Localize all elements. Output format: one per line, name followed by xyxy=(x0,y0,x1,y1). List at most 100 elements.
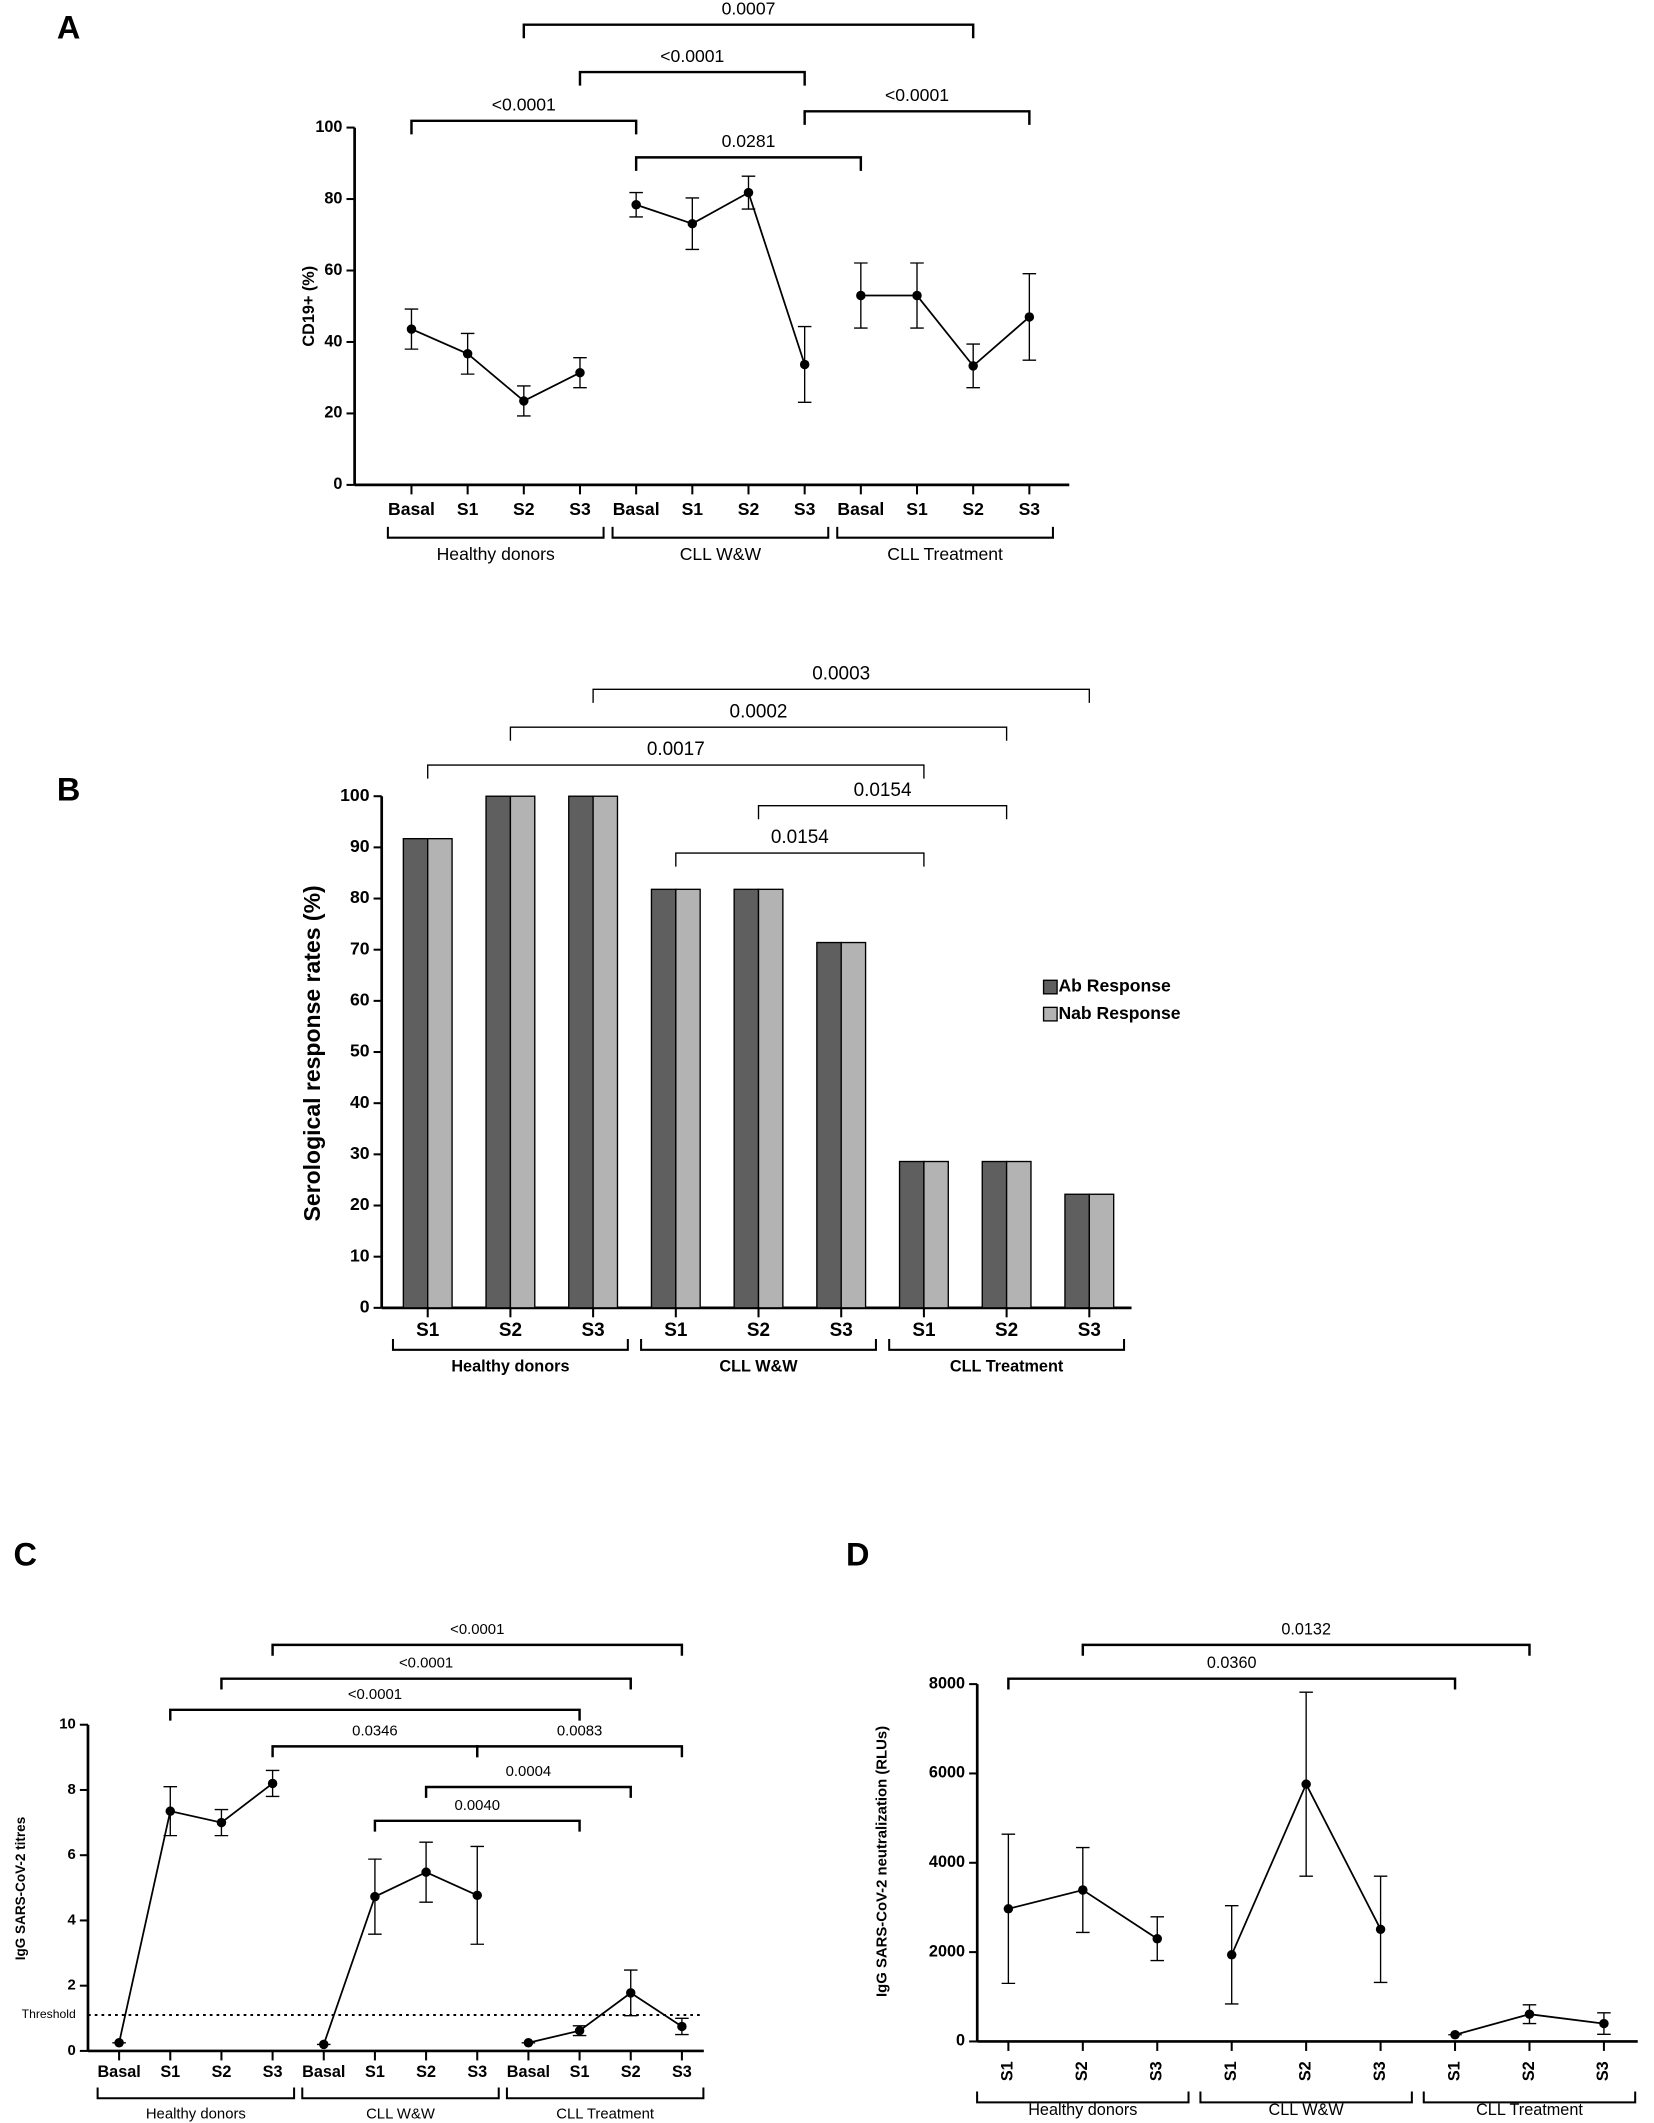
group-label: CLL Treatment xyxy=(556,2106,655,2122)
y-tick-label: 100 xyxy=(315,118,342,136)
x-tick-label: S3 xyxy=(1148,2061,1166,2081)
group-label: Healthy donors xyxy=(146,2106,246,2122)
p-value: <0.0001 xyxy=(348,1687,402,1703)
point xyxy=(165,1806,176,1816)
bar xyxy=(816,941,842,1309)
point xyxy=(1003,1904,1014,1914)
group-label: Healthy donors xyxy=(1028,2101,1137,2119)
bar xyxy=(427,837,453,1309)
group-bracket xyxy=(505,2087,705,2100)
x-tick-label: S2 xyxy=(621,2063,641,2081)
point xyxy=(968,361,978,371)
x-tick-label: S3 xyxy=(1019,499,1041,519)
p-value: 0.0040 xyxy=(455,1798,501,1814)
y-tick-label: 60 xyxy=(350,990,370,1010)
group-bracket xyxy=(640,1338,877,1351)
bar xyxy=(402,837,429,1309)
significance-bracket xyxy=(522,23,975,39)
point xyxy=(114,2038,124,2048)
p-value: 0.0281 xyxy=(722,131,776,151)
line xyxy=(118,1782,274,2043)
y-tick-label: 20 xyxy=(350,1194,370,1214)
x-tick-label: S2 xyxy=(212,2063,232,2081)
y-tick-label: 2 xyxy=(68,1978,76,1994)
x-tick-label: S3 xyxy=(569,499,591,519)
point xyxy=(216,1817,227,1828)
x-tick-label: S3 xyxy=(263,2063,283,2081)
point xyxy=(1301,1779,1311,1789)
x-tick-label: Basal xyxy=(302,2063,345,2081)
group-bracket xyxy=(391,1338,629,1351)
point xyxy=(1152,1933,1162,1944)
significance-bracket xyxy=(271,1745,479,1758)
significance-bracket xyxy=(1007,1677,1457,1690)
point xyxy=(574,2025,585,2036)
bar xyxy=(733,888,760,1309)
bar xyxy=(650,888,677,1309)
y-tick-label: 90 xyxy=(350,836,370,856)
group-label: CLL W&W xyxy=(1269,2101,1345,2119)
point xyxy=(799,359,810,370)
point xyxy=(912,290,922,301)
y-tick-label: 10 xyxy=(59,1717,76,1733)
group-bracket xyxy=(301,2087,500,2100)
point xyxy=(575,367,585,378)
legend-label: Ab Response xyxy=(1058,976,1171,996)
line xyxy=(411,328,581,402)
panel-letter: B xyxy=(57,772,80,808)
p-value: <0.0001 xyxy=(399,1656,453,1672)
x-tick-label: S1 xyxy=(416,1320,439,1341)
y-tick-label: 80 xyxy=(324,189,342,207)
x-tick-label: S3 xyxy=(1594,2061,1612,2081)
significance-bracket xyxy=(592,688,1090,703)
y-tick-label: 8000 xyxy=(929,1674,965,1692)
significance-bracket xyxy=(169,1708,581,1721)
line xyxy=(860,294,1030,368)
group-bracket xyxy=(1199,2091,1413,2104)
legend-swatch xyxy=(1042,1006,1058,1022)
x-tick-label: S2 xyxy=(747,1320,770,1341)
point xyxy=(523,2038,534,2048)
point xyxy=(421,1867,431,1877)
x-tick-label: S3 xyxy=(1078,1320,1101,1341)
y-tick-label: 4 xyxy=(68,1912,77,1928)
x-tick-label: S1 xyxy=(999,2061,1017,2081)
p-value: <0.0001 xyxy=(660,46,724,66)
group-bracket xyxy=(888,1338,1126,1351)
y-tick-label: 70 xyxy=(350,938,370,958)
panel-letter: D xyxy=(846,1536,869,1572)
group-label: CLL Treatment xyxy=(950,1358,1064,1376)
group-label: Healthy donors xyxy=(451,1358,569,1376)
p-value: 0.0004 xyxy=(506,1764,551,1780)
point xyxy=(1599,2018,1609,2029)
y-tick-label: 6000 xyxy=(929,1764,965,1782)
bar xyxy=(1005,1160,1032,1309)
bar xyxy=(509,795,536,1309)
bar xyxy=(1088,1193,1115,1309)
x-tick-label: S1 xyxy=(1222,2061,1240,2081)
y-tick-label: 6 xyxy=(68,1847,76,1863)
panel-letter: A xyxy=(57,10,80,46)
group-label: CLL W&W xyxy=(680,544,762,564)
x-tick-label: Basal xyxy=(507,2063,550,2081)
p-value: 0.0002 xyxy=(730,701,788,722)
panel-letter: C xyxy=(14,1536,37,1572)
point xyxy=(1226,1950,1237,1960)
x-tick-label: S1 xyxy=(570,2063,590,2081)
x-tick-label: S2 xyxy=(738,499,760,519)
y-tick-label: 50 xyxy=(350,1041,370,1061)
p-value: 0.0154 xyxy=(854,780,912,801)
significance-bracket xyxy=(220,1677,632,1690)
x-tick-label: S2 xyxy=(995,1320,1018,1341)
x-tick-label: Basal xyxy=(837,499,884,519)
point xyxy=(1524,2009,1535,2019)
x-tick-label: S2 xyxy=(513,499,535,519)
y-axis-label: IgG SARS-CoV-2 titres xyxy=(13,1817,28,1960)
group-label: Healthy donors xyxy=(437,544,555,564)
significance-bracket xyxy=(757,805,1008,820)
legend-label: Nab Response xyxy=(1058,1003,1180,1023)
p-value: 0.0346 xyxy=(352,1723,398,1739)
significance-bracket xyxy=(634,156,863,171)
x-tick-label: S2 xyxy=(499,1320,522,1341)
